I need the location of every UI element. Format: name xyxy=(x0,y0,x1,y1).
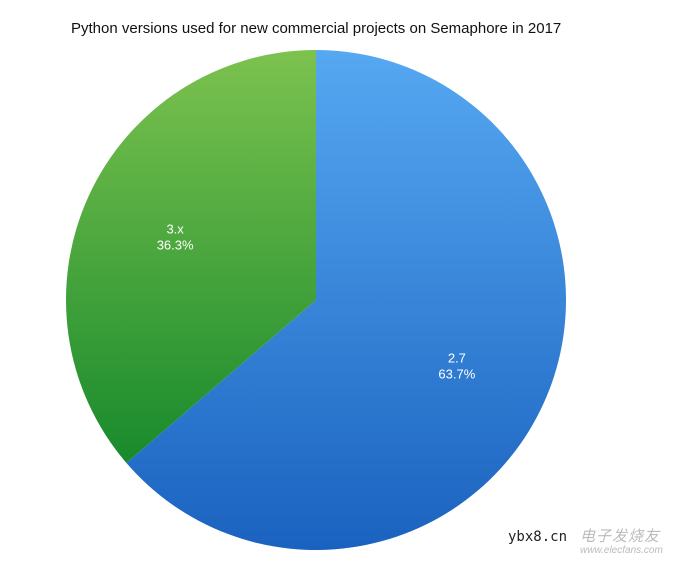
slice-category-label: 2.7 xyxy=(448,351,466,366)
watermark-url: www.elecfans.com xyxy=(580,545,663,556)
slice-value-label: 36.3% xyxy=(157,237,194,252)
pie-slice-2.7 xyxy=(126,50,567,550)
slice-category-label: 3.x xyxy=(166,221,184,236)
watermark-site: ybx8.cn xyxy=(508,529,568,545)
chart-title: Python versions used for new commercial … xyxy=(71,20,562,37)
pie-slice-3.x xyxy=(66,50,316,463)
slice-value-label: 63.7% xyxy=(438,367,475,382)
watermark-brand: 电子发烧友 xyxy=(580,528,661,545)
